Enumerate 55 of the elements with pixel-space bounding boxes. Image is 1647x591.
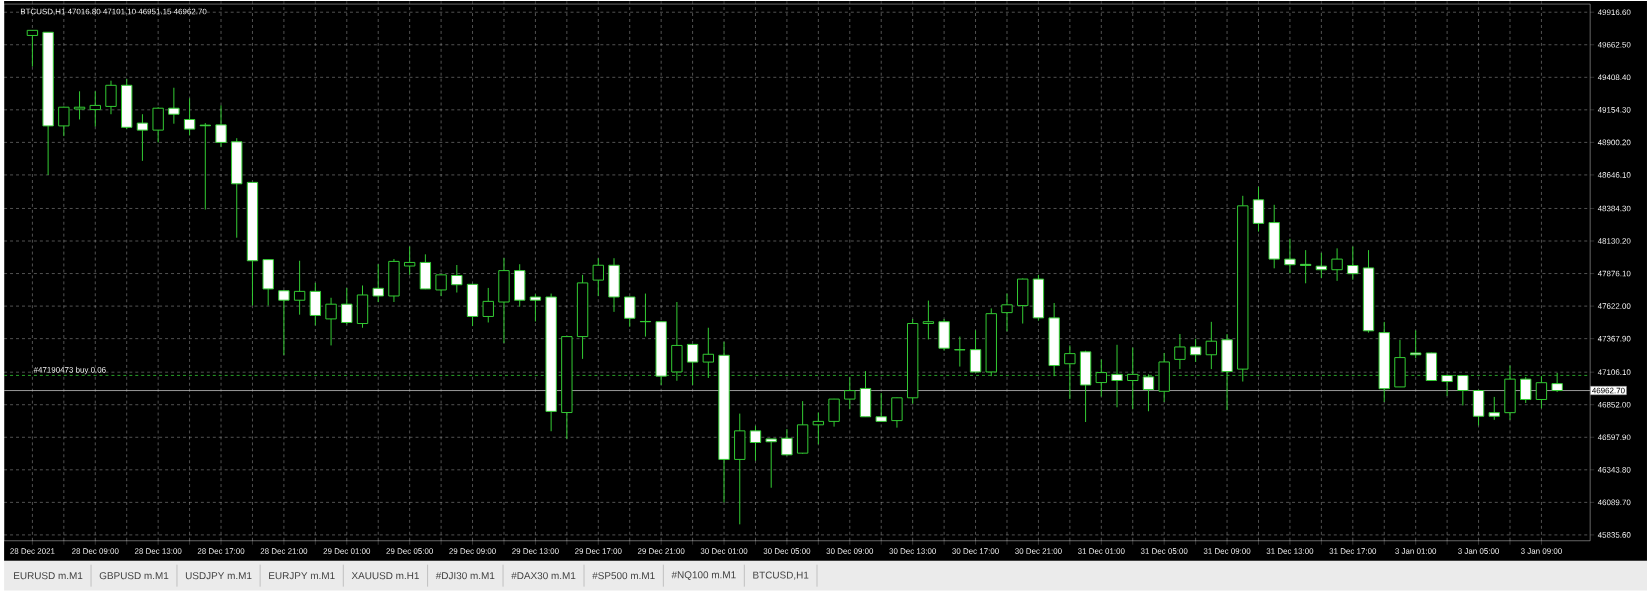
text: #DAX30 m.M1 bbox=[511, 572, 576, 580]
candlestick bbox=[26, 29, 39, 68]
candlestick bbox=[293, 260, 306, 316]
candlestick bbox=[482, 287, 494, 324]
candlestick bbox=[624, 296, 636, 328]
text: USDJPY m.M1 bbox=[185, 572, 252, 580]
candlestick bbox=[341, 287, 353, 325]
candlestick bbox=[875, 392, 887, 423]
candlestick bbox=[1488, 396, 1500, 421]
candlestick bbox=[891, 397, 903, 429]
candlestick bbox=[1409, 330, 1422, 360]
candlestick bbox=[954, 336, 966, 368]
candlestick bbox=[828, 398, 840, 428]
text: #NQ100 m.M1 bbox=[671, 571, 736, 581]
candlestick bbox=[1331, 248, 1343, 282]
candlestick bbox=[1174, 333, 1186, 370]
candlestick bbox=[1299, 249, 1312, 284]
candlestick bbox=[922, 300, 935, 341]
candlestick bbox=[199, 122, 211, 211]
text: GBPUSD m.M1 bbox=[99, 572, 169, 580]
candlestick bbox=[749, 425, 762, 462]
candlestick bbox=[1347, 246, 1359, 281]
candlestick bbox=[1252, 186, 1265, 233]
candlestick bbox=[58, 106, 70, 137]
candlestick bbox=[1284, 238, 1296, 274]
candlestick bbox=[325, 297, 337, 347]
candlestick bbox=[1189, 338, 1202, 363]
text: BTCUSD,H1 bbox=[753, 571, 809, 580]
candlestick bbox=[529, 293, 542, 323]
candlestick bbox=[969, 330, 982, 374]
candlestick bbox=[1001, 293, 1013, 333]
candlestick bbox=[89, 91, 101, 128]
candlestick bbox=[765, 438, 777, 489]
candlestick bbox=[183, 98, 196, 137]
text: #SP500 m.M1 bbox=[592, 572, 655, 580]
candlestick bbox=[403, 246, 416, 276]
candlestick bbox=[372, 263, 384, 303]
candlestick bbox=[105, 80, 117, 115]
candlestick bbox=[136, 113, 149, 162]
text: #DJI30 m.M1 bbox=[435, 572, 495, 580]
candlestick bbox=[1520, 376, 1532, 404]
text: EURJPY m.M1 bbox=[269, 572, 335, 580]
candlestick bbox=[781, 428, 793, 457]
candlestick bbox=[1205, 321, 1218, 370]
candlestick bbox=[152, 106, 164, 144]
candlestick bbox=[215, 105, 227, 148]
candlestick bbox=[73, 91, 86, 121]
candlestick bbox=[1315, 252, 1328, 279]
candlestick bbox=[451, 264, 463, 294]
candlestick bbox=[592, 257, 604, 297]
candlestick bbox=[278, 290, 290, 356]
text: XAUUSD m.H1 bbox=[351, 572, 419, 580]
text: EURUSD m.M1 bbox=[14, 572, 83, 580]
candlestick bbox=[435, 274, 447, 297]
candlestick bbox=[168, 87, 180, 125]
